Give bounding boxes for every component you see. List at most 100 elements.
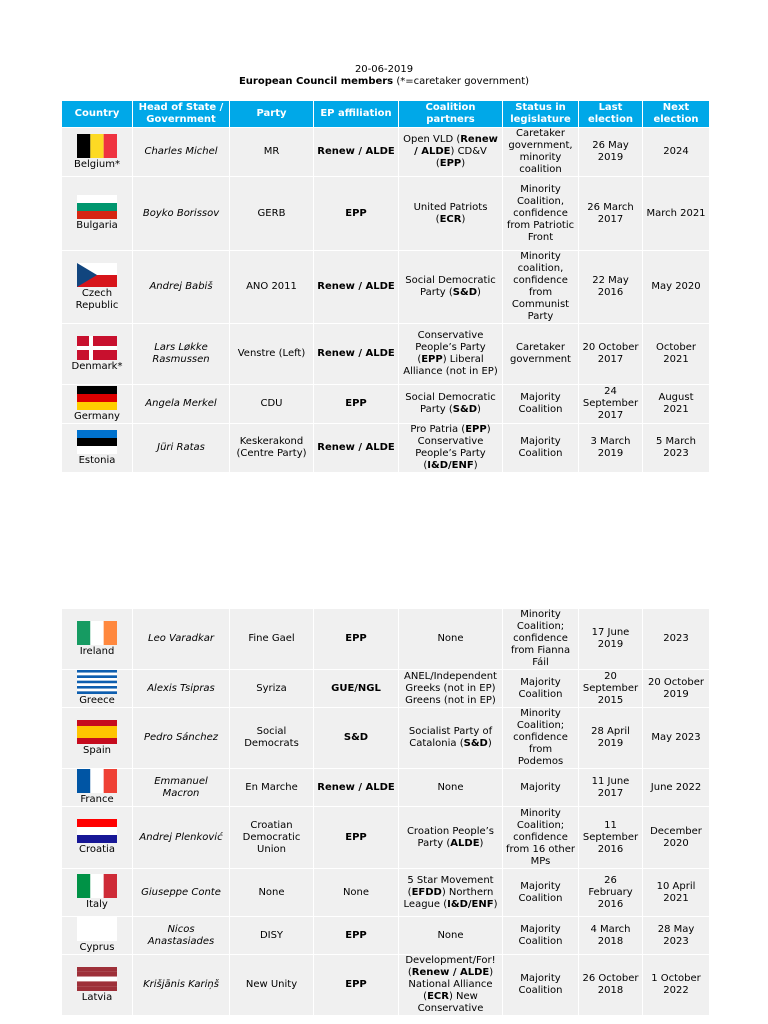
- coalition-cell: Open VLD (Renew / ALDE) CD&V (EPP): [398, 127, 503, 177]
- flag-stripe: [77, 827, 117, 835]
- party-cell: MR: [229, 127, 314, 177]
- party-cell: Venstre (Left): [229, 323, 314, 385]
- next-cell: 2024: [642, 127, 710, 177]
- flag-stripe: [77, 688, 117, 692]
- party-cell: En Marche: [229, 768, 314, 807]
- text-run: Socialist Party of Catalonia (: [408, 726, 493, 749]
- cell-text: Emmanuel Macron: [154, 775, 208, 799]
- ep-cell: EPP: [313, 806, 399, 869]
- text-run: Social Democratic Party (: [405, 392, 496, 415]
- cell-text: March 2021: [646, 207, 706, 219]
- cell-text: None: [258, 886, 285, 898]
- cell-text: 5 March 2023: [655, 436, 697, 459]
- party-cell: Keskerakond (Centre Party): [229, 423, 314, 473]
- flag: [77, 385, 117, 410]
- party-cell: Social Democrats: [229, 707, 314, 769]
- head-cell: Andrej Plenković: [132, 806, 230, 869]
- party-cell: GERB: [229, 176, 314, 251]
- cell-text: 2024: [663, 146, 689, 157]
- ep-cell: None: [313, 868, 399, 917]
- country-name: Germany: [74, 410, 120, 422]
- coalition-cell: United Patriots (ECR): [398, 176, 503, 251]
- cell-text: 2023: [663, 633, 689, 644]
- head-cell: Jüri Ratas: [132, 423, 230, 473]
- status-cell: Majority Coalition: [502, 423, 579, 473]
- flag: [77, 262, 117, 287]
- cell-text: Krišjānis Kariņš: [143, 979, 219, 990]
- cell-text: May 2023: [651, 732, 701, 743]
- cell-text: Boyko Borissov: [142, 207, 220, 219]
- text-run: I&D/ENF: [427, 460, 474, 471]
- text-run: EPP: [421, 354, 443, 365]
- table-row: Latvia Krišjānis Kariņš New Unity EPP Develo…: [61, 954, 710, 1016]
- cell-text: 1 October 2022: [651, 973, 701, 996]
- coalition-cell: Pro Patria (EPP) Conservative People’s P…: [398, 423, 503, 473]
- party-cell: DISY: [229, 916, 314, 955]
- cell-text: 26 March 2017: [587, 201, 634, 225]
- text-run: Open VLD (: [403, 134, 461, 145]
- cell-text: Croatian Democratic Union: [242, 819, 301, 855]
- text-run: ): [493, 898, 498, 910]
- flag-stripe: [77, 725, 117, 732]
- header-row: Country Head of State / Government Party EP…: [61, 100, 710, 128]
- status-cell: Majority Coalition: [502, 669, 579, 708]
- cell-text: Lars Løkke Rasmussen: [152, 342, 210, 365]
- text-run: ): [473, 460, 478, 471]
- flag-stripe: [90, 620, 104, 645]
- party-cell: Fine Gael: [229, 608, 314, 670]
- head-cell: Pedro Sánchez: [132, 707, 230, 769]
- cell-text: Syriza: [256, 682, 287, 694]
- text-run: ): [487, 738, 492, 749]
- text-run: S&D: [463, 738, 488, 749]
- table-row: Ireland Leo Varadkar Fine Gael EPP None Minor…: [61, 608, 710, 670]
- ep-cell: EPP: [313, 384, 399, 424]
- column-header: Coalition partners: [398, 100, 503, 128]
- ep-cell: EPP: [313, 916, 399, 955]
- ep-cell: GUE/NGL: [313, 669, 399, 708]
- cell-text: 17 June 2019: [591, 627, 630, 650]
- flag: [77, 429, 117, 454]
- status-cell: Majority Coalition: [502, 954, 579, 1016]
- status-cell: Majority: [502, 768, 579, 807]
- flag-stripe: [77, 203, 117, 211]
- flag: [77, 819, 117, 843]
- cell-text: Majority Coalition: [518, 392, 563, 415]
- flag-stripe: [77, 835, 117, 843]
- cell-text: Fine Gael: [248, 633, 295, 644]
- country-name: Croatia: [79, 844, 115, 855]
- status-cell: Majority Coalition: [502, 384, 579, 424]
- cell-text: New Unity: [245, 979, 298, 990]
- flag-stripe: [77, 672, 117, 676]
- next-cell: May 2023: [642, 707, 710, 769]
- cell-text: 10 April 2021: [656, 880, 696, 904]
- cell-text: October 2021: [655, 342, 697, 365]
- column-header: Status in legislature: [502, 100, 579, 128]
- cell-text: GUE/NGL: [331, 682, 381, 694]
- country-name: Italy: [86, 899, 108, 910]
- country-name: Greece: [79, 695, 115, 706]
- last-cell: 3 March 2019: [578, 423, 643, 473]
- ep-cell: Renew / ALDE: [313, 250, 399, 324]
- head-cell: Alexis Tsipras: [132, 669, 230, 708]
- cell-text: Keskerakond (Centre Party): [236, 436, 307, 459]
- country-name: Cyprus: [79, 942, 115, 953]
- next-cell: June 2022: [642, 768, 710, 807]
- status-cell: Caretaker government, minority coalition: [502, 127, 579, 177]
- cell-text: Minority Coalition, confidence from Patr…: [506, 183, 575, 243]
- country-cell: Belgium*: [61, 127, 133, 177]
- last-cell: 22 May 2016: [578, 250, 643, 324]
- flag-stripe: [77, 429, 117, 438]
- cell-text: August 2021: [658, 392, 694, 415]
- country-name: Latvia: [81, 991, 113, 1003]
- head-cell: Andrej Babiš: [132, 250, 230, 324]
- cell-text: May 2020: [651, 281, 701, 292]
- text-run: ): [461, 213, 466, 225]
- next-cell: 28 May 2023: [642, 916, 710, 955]
- next-cell: 1 October 2022: [642, 954, 710, 1016]
- table-row: Denmark* Lars Løkke Rasmussen Venstre (Lef…: [61, 323, 710, 385]
- party-cell: Syriza: [229, 669, 314, 708]
- column-header: Country: [61, 100, 133, 128]
- text-run: ): [461, 158, 466, 169]
- status-cell: Minority coalition, confidence from Comm…: [502, 250, 579, 324]
- country-cell: Germany: [61, 384, 133, 424]
